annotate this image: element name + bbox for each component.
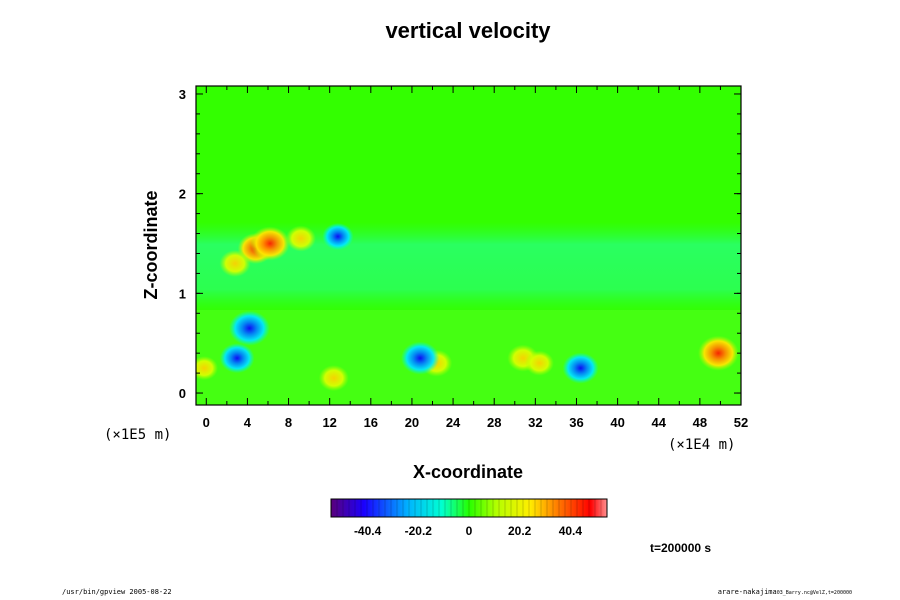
chart-title: vertical velocity xyxy=(385,18,551,43)
x-tick-label: 52 xyxy=(734,415,748,430)
heatmap-features xyxy=(196,223,739,392)
y-axis-ticks: 0 1 2 3 xyxy=(179,87,741,401)
time-label: t=200000 s xyxy=(650,541,711,555)
x-tick-label: 40 xyxy=(610,415,624,430)
x-tick-label: 48 xyxy=(693,415,707,430)
colorbar-tick-label: 40.4 xyxy=(559,524,583,538)
downdraft-cell xyxy=(322,223,354,251)
updraft-cell xyxy=(525,350,554,376)
x-tick-label: 24 xyxy=(446,415,461,430)
colorbar-ticks: -40.4 -20.2 0 20.2 40.4 xyxy=(354,524,582,538)
y-tick-label: 2 xyxy=(179,187,186,202)
plot-frame xyxy=(195,85,742,406)
colorbar xyxy=(331,499,607,517)
x-tick-label: 32 xyxy=(528,415,542,430)
x-tick-label: 12 xyxy=(322,415,336,430)
colorbar-tick-label: -20.2 xyxy=(405,524,433,538)
colorbar-tick-label: -40.4 xyxy=(354,524,382,538)
y-tick-label: 0 xyxy=(179,386,186,401)
x-tick-label: 36 xyxy=(569,415,583,430)
footer-source: arare-nakajima03_Barry.nc@VelZ,t=200000 xyxy=(718,588,852,596)
downdraft-cell xyxy=(562,352,599,384)
x-tick-label: 16 xyxy=(364,415,378,430)
y-tick-label: 3 xyxy=(179,87,186,102)
updraft-cell xyxy=(219,249,251,277)
footer-source-name: arare-nakajima xyxy=(717,588,777,596)
y-axis-label: Z-coordinate xyxy=(141,190,161,299)
updraft-cell xyxy=(697,335,739,371)
updraft-cell xyxy=(250,226,290,261)
colorbar-level-lines xyxy=(336,499,602,517)
colorbar-tick-label: 0 xyxy=(466,524,473,538)
footer-source-file: 03_Barry.nc@VelZ,t=200000 xyxy=(776,590,852,596)
x-scale-label: (×1E4 m) xyxy=(668,437,735,453)
updraft-cell xyxy=(285,225,316,252)
downdraft-cell xyxy=(400,341,440,375)
y-tick-label: 1 xyxy=(179,286,186,301)
x-axis-label: X-coordinate xyxy=(413,462,523,482)
heatmap-lower-layer xyxy=(196,310,741,405)
x-tick-label: 0 xyxy=(203,415,210,430)
y-scale-label: (×1E5 m) xyxy=(104,427,171,443)
x-tick-label: 8 xyxy=(285,415,292,430)
downdraft-cell xyxy=(219,343,255,374)
downdraft-cell xyxy=(229,310,270,346)
footer-command: /usr/bin/gpview 2005-08-22 xyxy=(62,588,172,596)
x-tick-label: 20 xyxy=(405,415,419,430)
x-tick-label: 4 xyxy=(244,415,252,430)
heatmap-field xyxy=(196,86,741,405)
x-axis-ticks: 0 4 8 12 16 20 24 28 32 36 40 44 48 52 xyxy=(203,86,748,430)
updraft-cell xyxy=(318,365,349,392)
x-tick-label: 28 xyxy=(487,415,501,430)
colorbar-frame xyxy=(330,498,608,518)
x-tick-label: 44 xyxy=(652,415,667,430)
colorbar-tick-label: 20.2 xyxy=(508,524,532,538)
updraft-cell xyxy=(196,356,219,381)
